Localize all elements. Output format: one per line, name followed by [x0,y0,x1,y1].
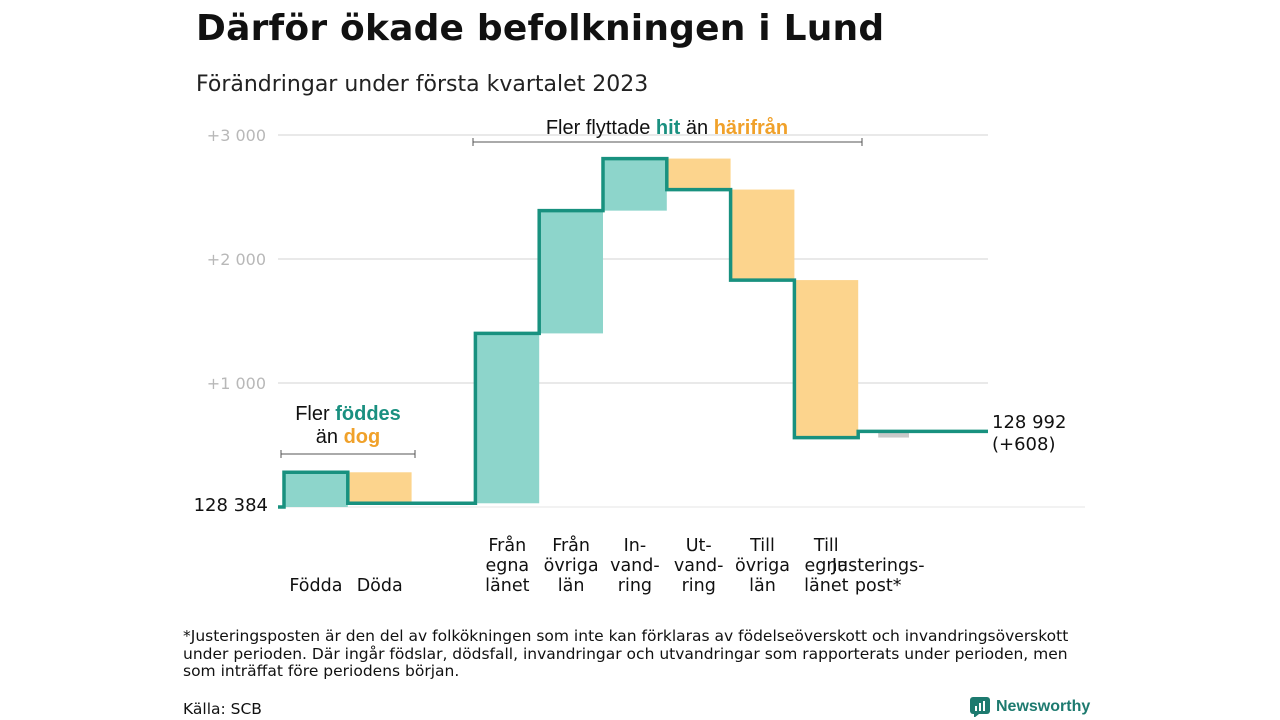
bar-decrease [347,472,412,504]
category-label: egna [804,556,848,576]
annotation-births: Fler föddes [295,403,401,425]
bar-increase [539,210,603,334]
footnote: *Justeringsposten är den del av folkökni… [183,627,1069,680]
category-label: In- [624,536,647,556]
waterfall-chart: +1 000+2 000+3 000 Födda DödaFrånegnaläne… [194,116,1085,596]
bar-decrease [666,158,731,190]
category-label: post* [855,576,902,596]
category-label: Från [488,535,526,556]
bar-increase [475,333,540,504]
category-label: Från [552,535,590,556]
brand-logo: Newsworthy [970,697,1090,717]
annotation-births-teal: föddes [335,403,401,425]
cumulative-line-layer [278,156,988,509]
category-label: Till [813,536,839,556]
newsworthy-logo-icon [970,697,990,717]
category-label: egna [485,556,529,576]
annotation-migration: Fler flyttade hit än härifrån [546,116,788,139]
category-label: Till [749,536,775,556]
annotation-births-bracket [280,450,416,458]
annotation-migration-plain-1: Fler flyttade [546,117,656,139]
category-label: Justerings- [831,556,925,576]
end-change-label: (+608) [992,434,1055,455]
y-tick-label: +3 000 [207,126,266,145]
category-label: vand- [610,556,660,576]
y-axis-ticks: +1 000 +2 000 +3 000 [207,126,266,393]
category-label: Ut- [686,536,712,556]
bar-decrease [730,189,795,281]
category-label: länet [804,576,848,596]
annotations: Fler föddes än dog Fler flyttade hit än … [280,116,863,458]
brand-name: Newsworthy [996,698,1091,715]
category-label: ring [682,576,716,596]
bar-decrease [794,280,859,438]
category-label: vand- [674,556,724,576]
annotation-migration-orange: härifrån [714,116,788,139]
category-label: länet [485,576,529,596]
annotation-migration-plain-2: än [680,117,713,139]
category-label: län [749,576,776,596]
category-labels: Födda DödaFrånegnalänetFrånövrigalänIn-va… [289,535,924,596]
category-label: ring [618,576,652,596]
category-label: övriga [544,556,599,576]
annotation-births-plain-1: Fler [295,403,335,425]
category-label: Döda [357,576,403,596]
chart-subtitle: Förändringar under första kvartalet 2023 [196,72,649,97]
gridlines [278,134,1085,508]
chart-title: Därför ökade befolkningen i Lund [196,8,885,49]
annotation-births-line2: än dog [316,426,380,448]
y-tick-label: +1 000 [207,374,266,393]
annotation-migration-bracket [472,138,863,146]
y-tick-label: +2 000 [207,250,266,269]
category-label: övriga [735,556,790,576]
cumulative-line [278,156,988,509]
bar-adjustment [878,431,909,438]
category-label: län [558,576,585,596]
annotation-births-orange: dog [344,426,381,448]
bars [284,158,909,507]
bar-increase [284,472,348,507]
annotation-births-plain-2: än [316,426,344,448]
bar-increase [603,158,667,211]
category-label: Födda [289,576,342,596]
end-value-label: 128 992 [992,412,1066,433]
source-label: Källa: SCB [183,700,262,718]
annotation-migration-teal: hit [656,117,681,139]
start-value-label: 128 384 [194,495,268,516]
